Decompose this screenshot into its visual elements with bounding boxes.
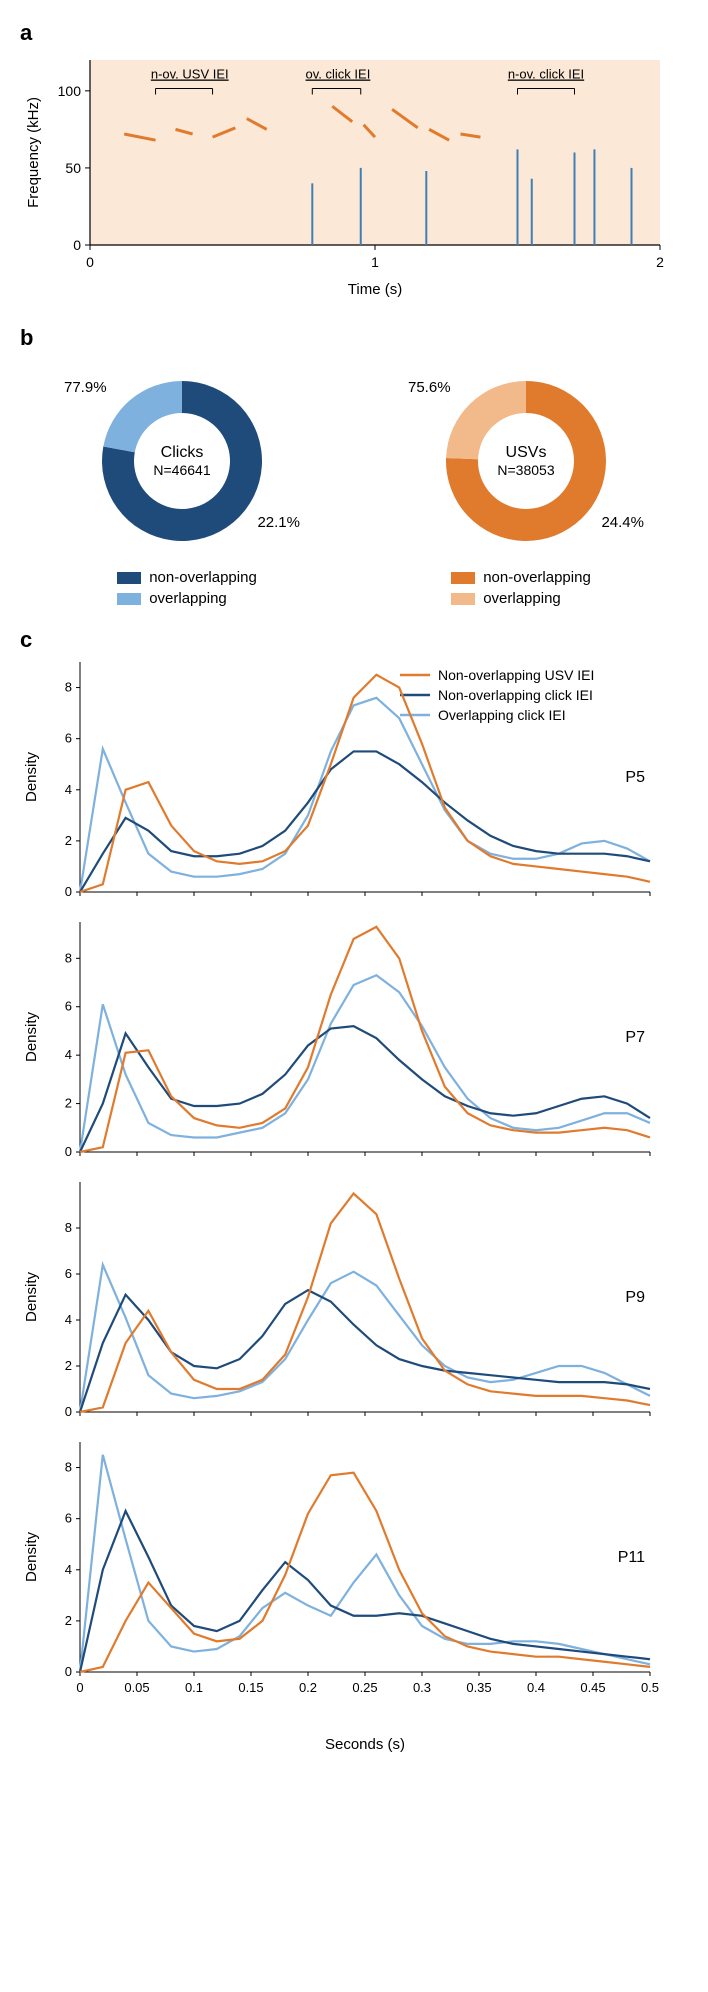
- svg-text:Seconds (s): Seconds (s): [325, 1736, 405, 1753]
- svg-text:Overlapping click IEI: Overlapping click IEI: [438, 707, 566, 723]
- panel-b: b ClicksN=4664177.9%22.1%USVsN=3805375.6…: [20, 325, 688, 607]
- svg-text:4: 4: [65, 1047, 72, 1062]
- donut-n: N=38053: [497, 462, 554, 478]
- svg-text:2: 2: [65, 1613, 72, 1628]
- spectrogram-schematic: 0 50 100 0 1 2 Time (s) Frequency (kHz) n-ov. US…: [20, 50, 670, 300]
- svg-text:0: 0: [65, 1664, 72, 1679]
- svg-text:Non-overlapping USV IEI: Non-overlapping USV IEI: [438, 667, 594, 683]
- density-plots: Non-overlapping USV IEI Non-overlapping c…: [20, 657, 670, 1757]
- donut-clicks: ClicksN=4664177.9%22.1%: [72, 361, 292, 561]
- svg-text:Density: Density: [23, 1011, 40, 1062]
- svg-text:100: 100: [58, 83, 82, 99]
- svg-text:0.5: 0.5: [641, 1680, 659, 1695]
- svg-text:Non-overlapping click IEI: Non-overlapping click IEI: [438, 687, 593, 703]
- svg-text:2: 2: [65, 1096, 72, 1111]
- svg-text:50: 50: [65, 160, 81, 176]
- svg-text:0.1: 0.1: [185, 1680, 203, 1695]
- legend-item: non-overlapping: [451, 569, 591, 586]
- legend-item: non-overlapping: [117, 569, 257, 586]
- donut-title: Clicks: [153, 444, 210, 462]
- svg-text:6: 6: [65, 731, 72, 746]
- svg-text:ov. click IEI: ov. click IEI: [306, 67, 371, 82]
- legend-item: overlapping: [451, 590, 591, 607]
- svg-text:0: 0: [86, 254, 94, 270]
- panel-b-label: b: [20, 325, 688, 351]
- svg-text:4: 4: [65, 1312, 72, 1327]
- panel-c: c Non-overlapping USV IEINon-overlapping…: [20, 627, 688, 1762]
- svg-text:8: 8: [65, 1460, 72, 1475]
- svg-text:0.35: 0.35: [466, 1680, 491, 1695]
- pct-major: 77.9%: [64, 379, 107, 396]
- svg-text:8: 8: [65, 1220, 72, 1235]
- pct-minor: 22.1%: [257, 514, 300, 531]
- panel-a: a 0 50 100 0 1 2 Time (s) Frequency (kHz) n-ov. …: [20, 20, 688, 305]
- svg-text:2: 2: [65, 833, 72, 848]
- pct-major: 75.6%: [408, 379, 451, 396]
- donut-n: N=46641: [153, 462, 210, 478]
- svg-text:Density: Density: [23, 1271, 40, 1322]
- svg-text:1: 1: [371, 254, 379, 270]
- svg-text:0: 0: [73, 237, 81, 253]
- svg-text:P9: P9: [625, 1289, 645, 1306]
- svg-text:6: 6: [65, 1511, 72, 1526]
- donut-usvs: USVsN=3805375.6%24.4%: [416, 361, 636, 561]
- svg-text:0.15: 0.15: [238, 1680, 263, 1695]
- donut-title: USVs: [497, 444, 554, 462]
- svg-text:Density: Density: [23, 1531, 40, 1582]
- panel-c-label: c: [20, 627, 688, 653]
- svg-text:2: 2: [65, 1358, 72, 1373]
- svg-text:0: 0: [65, 1144, 72, 1159]
- svg-text:0: 0: [65, 884, 72, 899]
- svg-text:8: 8: [65, 950, 72, 965]
- svg-text:0.05: 0.05: [124, 1680, 149, 1695]
- svg-text:P11: P11: [618, 1549, 645, 1566]
- svg-text:Time (s): Time (s): [348, 281, 402, 298]
- svg-text:0.4: 0.4: [527, 1680, 545, 1695]
- svg-text:0.45: 0.45: [580, 1680, 605, 1695]
- svg-text:P5: P5: [625, 769, 645, 786]
- svg-text:0.2: 0.2: [299, 1680, 317, 1695]
- svg-text:6: 6: [65, 999, 72, 1014]
- svg-text:n-ov. click IEI: n-ov. click IEI: [508, 67, 584, 82]
- svg-text:8: 8: [65, 680, 72, 695]
- svg-text:Frequency (kHz): Frequency (kHz): [25, 97, 42, 208]
- svg-text:n-ov. USV IEI: n-ov. USV IEI: [151, 67, 229, 82]
- svg-text:Density: Density: [23, 751, 40, 802]
- svg-text:P7: P7: [625, 1029, 645, 1046]
- legend-item: overlapping: [117, 590, 257, 607]
- svg-text:0: 0: [65, 1404, 72, 1419]
- svg-text:0: 0: [76, 1680, 83, 1695]
- svg-text:2: 2: [656, 254, 664, 270]
- svg-text:6: 6: [65, 1266, 72, 1281]
- pct-minor: 24.4%: [601, 514, 644, 531]
- svg-text:4: 4: [65, 782, 72, 797]
- svg-text:0.25: 0.25: [352, 1680, 377, 1695]
- panel-a-label: a: [20, 20, 688, 46]
- svg-text:0.3: 0.3: [413, 1680, 431, 1695]
- svg-text:4: 4: [65, 1562, 72, 1577]
